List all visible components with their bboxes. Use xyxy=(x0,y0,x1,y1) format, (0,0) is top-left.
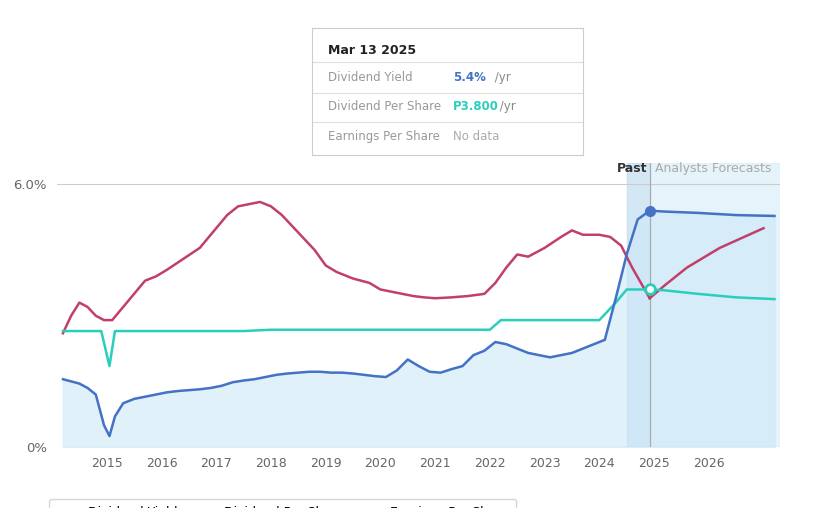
Text: 5.4%: 5.4% xyxy=(453,71,486,84)
Text: Dividend Yield: Dividend Yield xyxy=(328,71,413,84)
Bar xyxy=(649,163,780,447)
Text: No data: No data xyxy=(453,130,499,143)
Bar xyxy=(626,163,649,447)
Text: Dividend Per Share: Dividend Per Share xyxy=(328,101,442,113)
Legend: Dividend Yield, Dividend Per Share, Earnings Per Share: Dividend Yield, Dividend Per Share, Earn… xyxy=(49,499,516,508)
Text: P3.800: P3.800 xyxy=(453,101,498,113)
Text: /yr: /yr xyxy=(496,101,516,113)
Text: /yr: /yr xyxy=(491,71,511,84)
Text: Earnings Per Share: Earnings Per Share xyxy=(328,130,440,143)
Text: Analysts Forecasts: Analysts Forecasts xyxy=(655,162,772,175)
Text: Past: Past xyxy=(617,162,647,175)
Text: Mar 13 2025: Mar 13 2025 xyxy=(328,45,416,57)
